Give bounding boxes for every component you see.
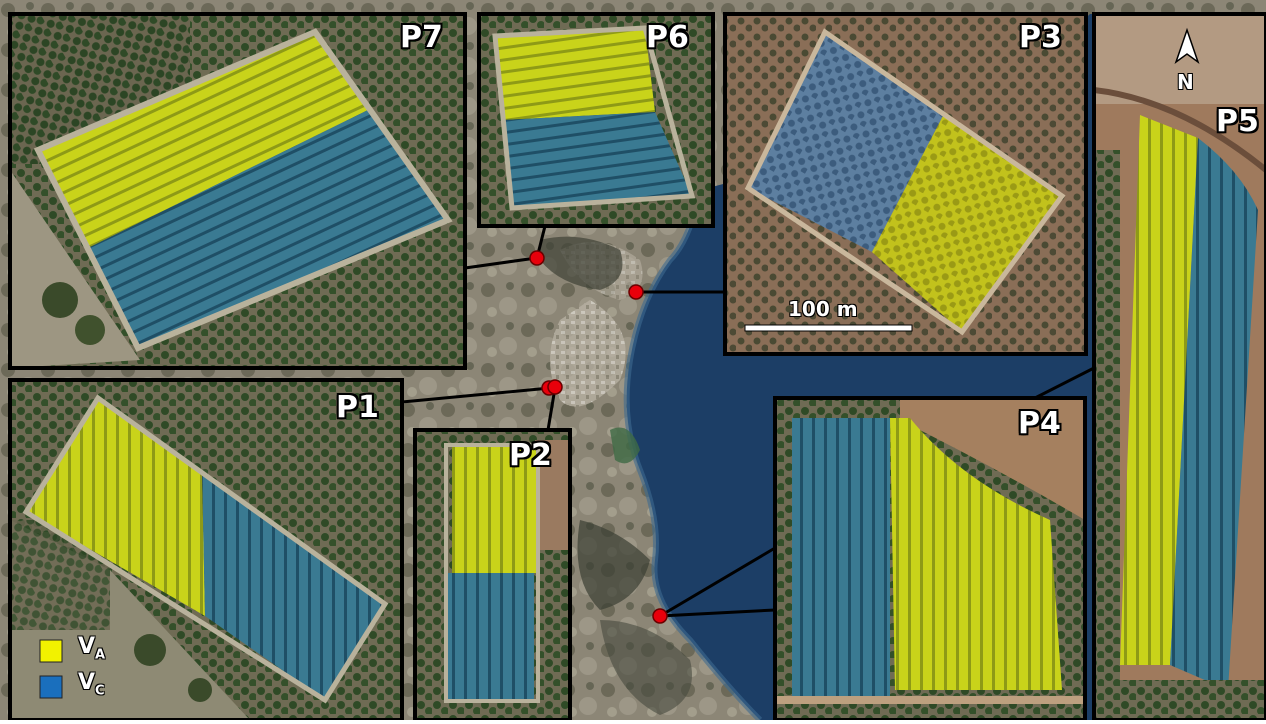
scale-bar-label: 100 m [788, 297, 858, 321]
inset-p6 [479, 14, 713, 226]
field-vc [1170, 138, 1258, 690]
field-vc [792, 418, 890, 696]
legend-label-va: VA [78, 634, 105, 662]
panel-label-p4: P4 [1018, 406, 1061, 441]
panel-label-p5: P5 [1216, 104, 1259, 139]
panel-label-p1: P1 [336, 390, 379, 425]
field-va [452, 445, 538, 573]
panel-label-p6: P6 [646, 20, 689, 55]
legend-swatch-va [39, 639, 63, 663]
location-markers [529, 250, 668, 624]
legend-main-vc: V [78, 670, 96, 695]
legend-swatch-vc [39, 675, 63, 699]
north-arrow-icon [1174, 27, 1200, 65]
panel-label-p3: P3 [1019, 20, 1062, 55]
legend-main-va: V [78, 634, 96, 659]
inset-p4 [775, 398, 1085, 720]
field-vc [748, 32, 945, 252]
field-va [1120, 115, 1198, 665]
location-marker-p2 [547, 379, 563, 395]
legend-sub-va: A [95, 647, 106, 663]
field-va [890, 418, 1062, 690]
scale-bar [744, 324, 913, 332]
field-va [26, 398, 205, 616]
field-vc [446, 573, 534, 701]
legend-label-vc: VC [78, 670, 105, 698]
inset-p1 [10, 380, 402, 720]
field-va [38, 32, 372, 248]
legend-sub-vc: C [95, 683, 105, 699]
inset-p3 [725, 14, 1086, 354]
panel-label-p7: P7 [400, 20, 443, 55]
location-marker-p4 [652, 608, 668, 624]
field-vc [503, 112, 692, 208]
inset-p5 [1094, 14, 1266, 720]
inset-p7 [10, 14, 465, 368]
north-arrow-label: N [1177, 70, 1194, 94]
field-vc [202, 470, 385, 700]
field-vc [88, 108, 448, 348]
location-marker-p3 [628, 284, 644, 300]
inset-p2 [415, 430, 570, 720]
field-va [872, 112, 1062, 332]
field-va [495, 28, 655, 120]
panel-label-p2: P2 [509, 438, 552, 473]
location-marker-p6-p7 [529, 250, 545, 266]
